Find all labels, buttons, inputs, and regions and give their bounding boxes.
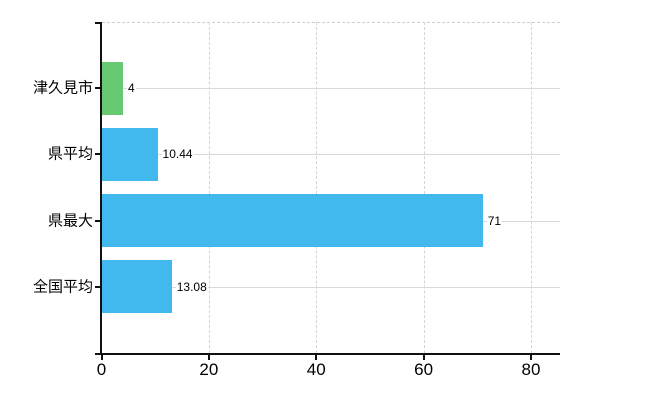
category-gridline <box>101 286 560 288</box>
x-axis-tick <box>207 355 210 360</box>
x-axis-tick <box>530 355 532 360</box>
x-axis <box>95 353 560 355</box>
x-axis-tick-label: 20 <box>199 360 219 379</box>
category-gridline <box>101 88 560 89</box>
y-axis-tick <box>95 22 100 24</box>
x-gridline <box>423 22 425 353</box>
bar-津久見市 <box>101 61 123 115</box>
category-label-県平均: 県平均 <box>47 145 93 163</box>
x-axis-tick <box>315 355 318 360</box>
y-axis-tick <box>95 153 100 156</box>
value-label: 71 <box>486 213 503 228</box>
value-label: 13.08 <box>175 279 208 294</box>
x-axis-tick <box>100 355 103 360</box>
plot-top-border <box>101 22 560 23</box>
x-gridline <box>208 22 210 353</box>
category-label-全国平均: 全国平均 <box>32 278 93 296</box>
value-label: 10.44 <box>161 147 194 162</box>
x-axis-tick-label: 80 <box>521 360 541 379</box>
y-axis-tick <box>95 219 100 222</box>
x-axis-tick-label: 40 <box>306 360 326 379</box>
bar-県最大 <box>101 194 483 248</box>
value-label: 4 <box>126 81 136 95</box>
x-axis-tick-label: 60 <box>414 360 434 379</box>
y-axis <box>100 22 102 355</box>
bar-県平均 <box>101 127 158 181</box>
y-axis-tick <box>95 285 100 288</box>
x-gridline <box>316 22 318 353</box>
category-label-県最大: 県最大 <box>47 212 93 230</box>
bar-全国平均 <box>101 260 172 314</box>
category-gridline <box>101 154 560 156</box>
x-axis-tick-label: 0 <box>96 360 107 379</box>
category-label-津久見市: 津久見市 <box>32 79 93 97</box>
x-axis-tick <box>422 355 425 360</box>
y-axis-tick <box>95 87 100 89</box>
x-gridline <box>531 22 532 353</box>
